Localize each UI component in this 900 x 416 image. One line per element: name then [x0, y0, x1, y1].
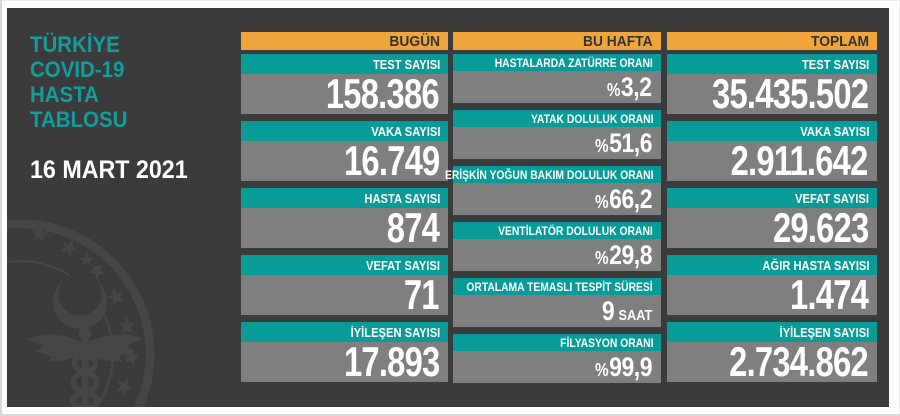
stat-value: 2.734.862 [667, 338, 877, 385]
stat-label: VEFAT SAYISI [241, 255, 448, 275]
stat-block: ORTALAMA TEMASLI TESPİT SÜRESİ 9 SAAT [453, 278, 661, 327]
stat-label: VAKA SAYISI [241, 121, 448, 141]
column-this-week: BU HAFTA HASTALARDA ZATÜRRE ORANI %3,2 Y… [444, 32, 661, 390]
stat-block: VAKA SAYISI 2.911.642 [667, 121, 877, 184]
page-title-line: HASTA [30, 82, 99, 107]
stat-label: VENTİLATÖR DOLULUK ORANI [453, 222, 661, 239]
stat-value: 17.893 [241, 338, 448, 385]
column-total: TOPLAM TEST SAYISI 35.435.502 VAKA SAYIS… [667, 32, 877, 389]
stat-value: %51,6 [453, 127, 661, 159]
stat-label: TEST SAYISI [667, 54, 877, 74]
stat-block: HASTA SAYISI 874 [241, 188, 448, 251]
report-date: 16 MART 2021 [30, 156, 188, 184]
page-title-line: COVID-19 [30, 57, 125, 82]
stat-label: HASTALARDA ZATÜRRE ORANI [453, 54, 661, 71]
stat-value: %3,2 [453, 71, 661, 103]
stat-value: 29.623 [667, 204, 877, 251]
stat-label: HASTA SAYISI [241, 188, 448, 208]
stat-block: İYİLEŞEN SAYISI 2.734.862 [667, 322, 877, 385]
stat-block: TEST SAYISI 35.435.502 [667, 54, 877, 117]
stat-value: 1.474 [667, 271, 877, 318]
stat-block: VEFAT SAYISI 29.623 [667, 188, 877, 251]
stat-block: VAKA SAYISI 16.749 [241, 121, 448, 184]
stat-block: VEFAT SAYISI 71 [241, 255, 448, 318]
stat-label: İYİLEŞEN SAYISI [667, 322, 877, 342]
stat-block: AĞIR HASTA SAYISI 1.474 [667, 255, 877, 318]
stat-block: YATAK DOLULUK ORANI %51,6 [453, 110, 661, 159]
stat-value: %29,8 [453, 239, 661, 271]
stat-value: 158.386 [241, 70, 448, 117]
column-header-today: BUGÜN [241, 32, 448, 50]
stat-block: İYİLEŞEN SAYISI 17.893 [241, 322, 448, 385]
page-title-line: TABLOSU [30, 107, 128, 132]
column-today: BUGÜN TEST SAYISI 158.386 VAKA SAYISI 16… [241, 32, 448, 389]
stat-block: ERİŞKİN YOĞUN BAKIM DOLULUK ORANI %66,2 [444, 166, 661, 215]
sidebar: TÜRKİYE COVID-19 HASTA TABLOSU 16 MART 2… [30, 32, 200, 185]
stat-value: 71 [241, 271, 448, 318]
dashboard-panel: TÜRKİYE COVID-19 HASTA TABLOSU 16 MART 2… [7, 8, 889, 407]
page-title-line: TÜRKİYE [30, 32, 120, 57]
stat-label: ERİŞKİN YOĞUN BAKIM DOLULUK ORANI [444, 166, 661, 183]
column-header-total: TOPLAM [667, 32, 877, 50]
stat-block: VENTİLATÖR DOLULUK ORANI %29,8 [453, 222, 661, 271]
stat-block: FİLYASYON ORANI %99,9 [453, 334, 661, 383]
stat-value: 9 SAAT [453, 295, 661, 327]
column-header-this-week: BU HAFTA [453, 32, 661, 50]
stat-value: %99,9 [453, 351, 661, 383]
stat-value: 2.911.642 [667, 137, 877, 184]
stat-label: VEFAT SAYISI [667, 188, 877, 208]
stat-value: 16.749 [241, 137, 448, 184]
stat-value: 35.435.502 [667, 70, 877, 117]
stat-block: TEST SAYISI 158.386 [241, 54, 448, 117]
stat-label: YATAK DOLULUK ORANI [453, 110, 661, 127]
stat-label: AĞIR HASTA SAYISI [667, 255, 877, 275]
stat-value: 874 [241, 204, 448, 251]
stat-label: FİLYASYON ORANI [453, 334, 661, 351]
stat-block: HASTALARDA ZATÜRRE ORANI %3,2 [453, 54, 661, 103]
stat-label: İYİLEŞEN SAYISI [241, 322, 448, 342]
stat-label: TEST SAYISI [241, 54, 448, 74]
stat-value: %66,2 [453, 183, 661, 215]
stat-label: ORTALAMA TEMASLI TESPİT SÜRESİ [453, 278, 661, 295]
stat-label: VAKA SAYISI [667, 121, 877, 141]
